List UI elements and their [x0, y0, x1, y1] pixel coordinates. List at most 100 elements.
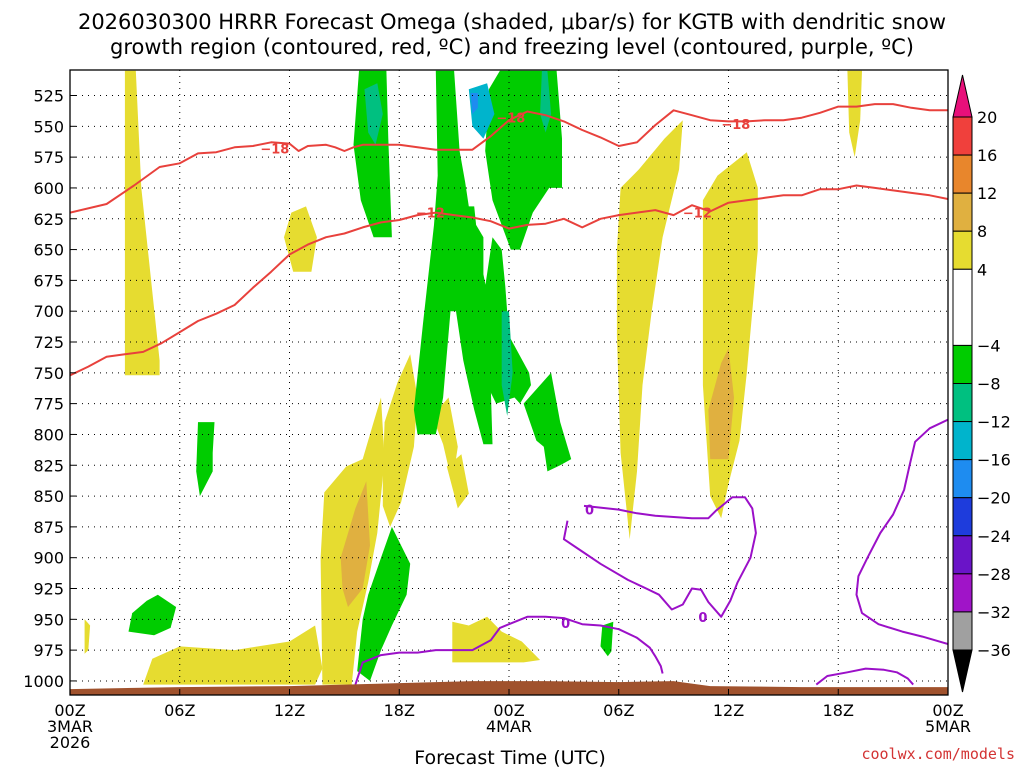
colorbar-label-8: −16 — [977, 451, 1011, 470]
colorbar-band-10 — [952, 535, 973, 575]
y-tick-label-1000: 1000 — [23, 672, 64, 691]
x-tick-label-24-0: 00Z — [493, 701, 524, 720]
colorbar-band-9 — [952, 497, 973, 537]
colorbar-label-13: −36 — [977, 641, 1011, 660]
colorbar-label-3: 8 — [977, 222, 987, 241]
colorbar-band-12 — [952, 611, 973, 651]
contour-label-2-0: 0 — [585, 504, 594, 519]
omega-shade-0-9 — [143, 625, 323, 685]
omega-shade-2-4 — [523, 372, 572, 472]
colorbar-under-triangle — [952, 649, 973, 693]
plot-area: −18 −18 −18 −12 −12 0 0 0 — [70, 70, 948, 695]
x-tick-label-48-1: 5MAR — [925, 717, 971, 736]
omega-shade-0-1 — [284, 206, 317, 272]
omega-shade-3-1 — [501, 311, 513, 416]
colorbar-band-8 — [952, 459, 973, 499]
omega-shade-2-8 — [600, 621, 614, 657]
colorbar-band-3 — [952, 230, 973, 270]
x-tick-label-42-0: 18Z — [823, 701, 854, 720]
colorbar-label-6: −8 — [977, 375, 1001, 394]
credit-text: coolwx.com/models — [861, 745, 1015, 763]
colorbar-label-5: −4 — [977, 336, 1001, 355]
x-tick-label-0-1: 3MAR — [47, 717, 93, 736]
omega-shade-0-2 — [616, 120, 683, 540]
y-tick-label-625: 625 — [33, 210, 64, 229]
omega-shade-5-0 — [470, 93, 478, 114]
x-tick-label-36-0: 12Z — [713, 701, 744, 720]
colorbar-label-7: −12 — [977, 413, 1011, 432]
x-tick-label-48-0: 00Z — [932, 701, 963, 720]
colorbar-label-10: −24 — [977, 527, 1011, 546]
colorbar-label-4: 4 — [977, 260, 987, 279]
y-tick-label-850: 850 — [33, 487, 64, 506]
contour-label-1-0: −12 — [416, 207, 445, 222]
omega-shade-0-6 — [382, 354, 418, 527]
omega-shade-1-0 — [340, 481, 370, 607]
colorbar-band-1 — [952, 154, 973, 194]
omega-shade-2-5 — [357, 526, 411, 681]
omega-shade-0-4 — [847, 70, 862, 158]
omega-shade-1-1 — [708, 348, 734, 460]
y-tick-label-575: 575 — [33, 148, 64, 167]
chart-title-line-2: growth region (contoured, red, ºC) and f… — [110, 35, 914, 59]
axes: 525 550 575 600 625 650 675 700 725 750 775 800 825 8… — [23, 69, 971, 752]
y-tick-label-825: 825 — [33, 456, 64, 475]
contour-label-2-1: 0 — [561, 617, 570, 632]
contour-5 — [815, 667, 914, 686]
colorbar-label-2: 12 — [977, 184, 997, 203]
contour-label-0-0: −18 — [260, 142, 289, 157]
y-tick-label-875: 875 — [33, 518, 64, 537]
colorbar-label-1: 16 — [977, 146, 997, 165]
omega-shade-2-7 — [196, 422, 215, 497]
contour-1 — [70, 184, 948, 377]
omega-shade-0-11 — [84, 619, 91, 654]
colorbar-band-4 — [952, 268, 973, 346]
contour-2 — [354, 615, 664, 685]
contour-label-0-2: −18 — [721, 118, 750, 133]
y-tick-label-925: 925 — [33, 580, 64, 599]
colorbar-band-5 — [952, 344, 973, 384]
omega-shade-0-10 — [452, 616, 541, 663]
omega-shade-2-6 — [128, 594, 177, 636]
omega-shade-2-1 — [413, 70, 493, 445]
contour-4 — [855, 418, 948, 645]
colorbar-label-9: −20 — [977, 489, 1011, 508]
colorbar-band-11 — [952, 573, 973, 613]
x-tick-label-6-0: 06Z — [164, 701, 195, 720]
y-tick-label-675: 675 — [33, 271, 64, 290]
y-tick-label-600: 600 — [33, 179, 64, 198]
contour-label-1-1: −12 — [683, 207, 712, 222]
chart-title-line-1: 2026030300 HRRR Forecast Omega (shaded, … — [78, 10, 946, 34]
y-tick-label-525: 525 — [33, 87, 64, 106]
colorbar-band-0 — [952, 116, 973, 156]
y-tick-label-700: 700 — [33, 302, 64, 321]
x-tick-label-18-0: 18Z — [384, 701, 415, 720]
omega-shade-0-0 — [124, 70, 160, 376]
y-tick-label-975: 975 — [33, 641, 64, 660]
x-axis-label: Forecast Time (UTC) — [414, 747, 605, 768]
omega-shade-0-8 — [446, 454, 469, 509]
colorbar-label-0: 20 — [977, 108, 997, 127]
y-tick-label-775: 775 — [33, 395, 64, 414]
y-tick-label-900: 900 — [33, 549, 64, 568]
y-tick-label-950: 950 — [33, 610, 64, 629]
y-tick-label-725: 725 — [33, 333, 64, 352]
x-tick-label-30-0: 06Z — [603, 701, 634, 720]
colorbar-band-2 — [952, 192, 973, 232]
contour-0 — [70, 103, 948, 214]
colorbar-over-triangle — [952, 74, 973, 118]
y-tick-label-650: 650 — [33, 241, 64, 260]
contour-label-0-1: −18 — [496, 112, 525, 127]
colorbar: 20 16 12 8 4 −4 −8 −12 −16 −20 −24 −28 −32 −36 — [952, 74, 1011, 693]
omega-shade-3-0 — [364, 83, 383, 145]
x-tick-label-24-1: 4MAR — [486, 717, 532, 736]
colorbar-band-6 — [952, 383, 973, 423]
x-tick-label-0-2: 2026 — [50, 733, 91, 752]
colorbar-label-11: −28 — [977, 565, 1011, 584]
y-tick-label-750: 750 — [33, 364, 64, 383]
y-tick-label-550: 550 — [33, 117, 64, 136]
contour-3 — [562, 496, 757, 618]
contour-label-2-2: 0 — [698, 611, 707, 626]
x-tick-label-12-0: 12Z — [274, 701, 305, 720]
